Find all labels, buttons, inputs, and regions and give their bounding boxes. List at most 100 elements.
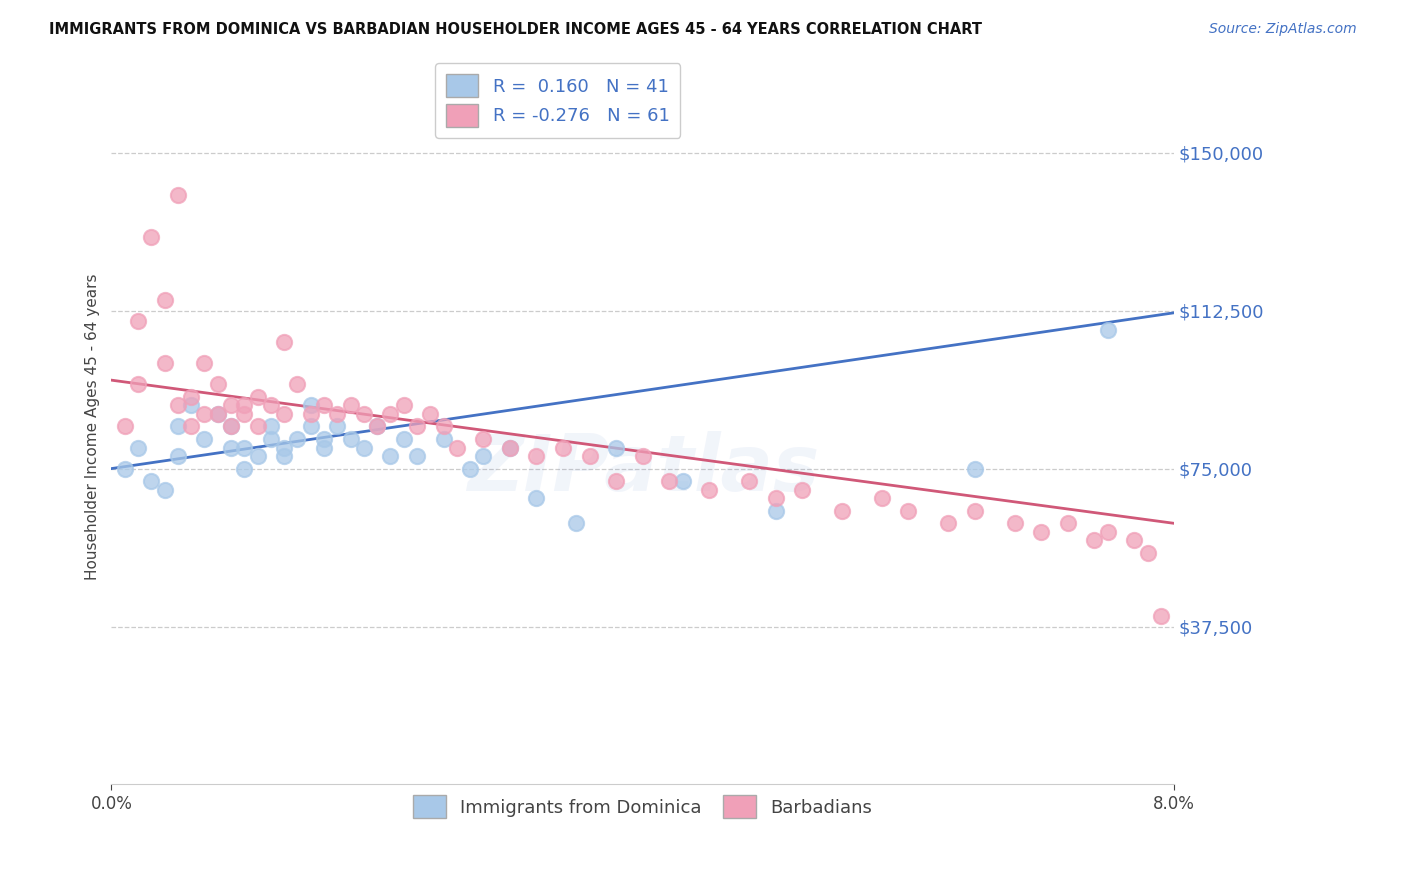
- Point: [246, 419, 269, 434]
- Text: Source: ZipAtlas.com: Source: ZipAtlas.com: [1209, 22, 1357, 37]
- Point: [219, 419, 242, 434]
- Point: [166, 449, 188, 463]
- Point: [380, 407, 402, 421]
- Point: [219, 419, 242, 434]
- Text: ZIPatlas: ZIPatlas: [467, 432, 818, 508]
- Point: [180, 390, 202, 404]
- Point: [472, 432, 495, 446]
- Point: [127, 377, 149, 392]
- Point: [432, 432, 454, 446]
- Point: [219, 399, 242, 413]
- Point: [458, 461, 481, 475]
- Point: [180, 399, 202, 413]
- Point: [193, 432, 215, 446]
- Point: [312, 441, 335, 455]
- Point: [114, 419, 136, 434]
- Point: [671, 474, 693, 488]
- Point: [246, 390, 269, 404]
- Point: [127, 314, 149, 328]
- Point: [963, 461, 986, 475]
- Point: [180, 419, 202, 434]
- Point: [380, 449, 402, 463]
- Point: [312, 399, 335, 413]
- Point: [326, 407, 349, 421]
- Point: [446, 441, 468, 455]
- Point: [339, 432, 361, 446]
- Point: [565, 516, 588, 531]
- Point: [166, 399, 188, 413]
- Point: [406, 449, 429, 463]
- Y-axis label: Householder Income Ages 45 - 64 years: Householder Income Ages 45 - 64 years: [86, 273, 100, 580]
- Point: [299, 407, 322, 421]
- Point: [605, 441, 627, 455]
- Point: [141, 474, 163, 488]
- Point: [141, 230, 163, 244]
- Point: [339, 399, 361, 413]
- Point: [233, 399, 256, 413]
- Point: [765, 491, 787, 505]
- Legend: Immigrants from Dominica, Barbadians: Immigrants from Dominica, Barbadians: [406, 788, 879, 825]
- Point: [299, 419, 322, 434]
- Point: [260, 399, 283, 413]
- Point: [526, 449, 548, 463]
- Point: [207, 407, 229, 421]
- Point: [273, 441, 295, 455]
- Point: [273, 449, 295, 463]
- Point: [353, 441, 375, 455]
- Point: [392, 399, 415, 413]
- Point: [631, 449, 654, 463]
- Text: IMMIGRANTS FROM DOMINICA VS BARBADIAN HOUSEHOLDER INCOME AGES 45 - 64 YEARS CORR: IMMIGRANTS FROM DOMINICA VS BARBADIAN HO…: [49, 22, 983, 37]
- Point: [219, 441, 242, 455]
- Point: [326, 419, 349, 434]
- Point: [870, 491, 893, 505]
- Point: [765, 504, 787, 518]
- Point: [233, 441, 256, 455]
- Point: [697, 483, 720, 497]
- Point: [260, 419, 283, 434]
- Point: [1150, 609, 1173, 624]
- Point: [897, 504, 920, 518]
- Point: [1136, 546, 1159, 560]
- Point: [499, 441, 522, 455]
- Point: [963, 504, 986, 518]
- Point: [1031, 524, 1053, 539]
- Point: [127, 441, 149, 455]
- Point: [831, 504, 853, 518]
- Point: [207, 407, 229, 421]
- Point: [1097, 323, 1119, 337]
- Point: [193, 407, 215, 421]
- Point: [738, 474, 761, 488]
- Point: [432, 419, 454, 434]
- Point: [1123, 533, 1146, 548]
- Point: [1004, 516, 1026, 531]
- Point: [273, 407, 295, 421]
- Point: [1083, 533, 1105, 548]
- Point: [260, 432, 283, 446]
- Point: [406, 419, 429, 434]
- Point: [526, 491, 548, 505]
- Point: [1097, 524, 1119, 539]
- Point: [658, 474, 681, 488]
- Point: [153, 356, 176, 370]
- Point: [499, 441, 522, 455]
- Point: [287, 377, 309, 392]
- Point: [936, 516, 959, 531]
- Point: [287, 432, 309, 446]
- Point: [207, 377, 229, 392]
- Point: [299, 399, 322, 413]
- Point: [353, 407, 375, 421]
- Point: [246, 449, 269, 463]
- Point: [1056, 516, 1078, 531]
- Point: [419, 407, 441, 421]
- Point: [312, 432, 335, 446]
- Point: [366, 419, 388, 434]
- Point: [792, 483, 814, 497]
- Point: [578, 449, 600, 463]
- Point: [114, 461, 136, 475]
- Point: [472, 449, 495, 463]
- Point: [153, 293, 176, 307]
- Point: [551, 441, 574, 455]
- Point: [392, 432, 415, 446]
- Point: [605, 474, 627, 488]
- Point: [166, 187, 188, 202]
